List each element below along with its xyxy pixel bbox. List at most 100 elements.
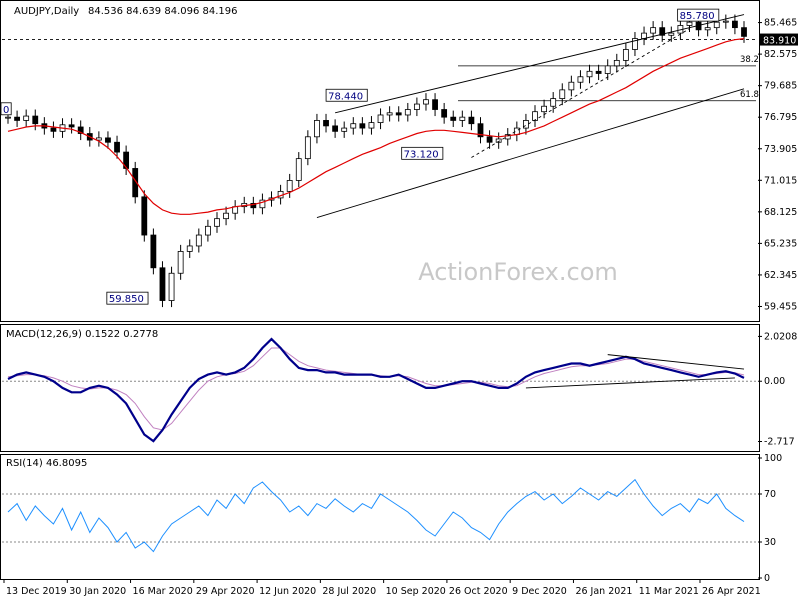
x-tick-label: 30 Jan 2020	[69, 586, 126, 597]
candle-body	[441, 109, 448, 118]
candle-body	[132, 168, 139, 198]
price-y-tick-label: 79.685	[764, 81, 797, 92]
candle-body	[223, 212, 229, 220]
price-panel-frame	[0, 0, 760, 322]
x-tick-label: 26 Oct 2020	[449, 586, 508, 597]
moving-average-line	[7, 38, 745, 215]
price-y-tick-label: 85.465	[764, 18, 797, 29]
rsi-y-axis: 100 70 30 0	[758, 453, 782, 584]
candle-body	[186, 245, 193, 252]
candle-body	[332, 125, 339, 132]
price-annotation-box	[677, 8, 720, 22]
price-y-tick-label: 76.795	[764, 112, 797, 123]
candle-body	[632, 38, 638, 50]
candle-body	[177, 251, 184, 274]
fib-level-label: 38.2	[740, 55, 759, 65]
macd-y-tick-label: 0.00	[764, 376, 785, 387]
current-price-box	[760, 33, 798, 46]
candle-body	[195, 234, 202, 247]
channel-lower-line	[316, 88, 745, 219]
candle-body	[159, 267, 166, 301]
x-tick-label: 26 Jan 2021	[575, 586, 632, 597]
price-y-axis: 85.465 82.575 79.685 76.795 73.905 71.015 68.1…	[758, 18, 798, 312]
price-annotation-label: 85.780	[680, 11, 715, 22]
candle-body	[622, 49, 629, 61]
candle-body	[595, 70, 602, 74]
current-price-label: 83.910	[763, 36, 796, 47]
macd-y-axis: 2.0208 0.00 -2.717	[758, 331, 797, 448]
candle-body	[559, 89, 566, 99]
price-annotation-label: 73.120	[404, 149, 439, 160]
candle-body	[541, 105, 547, 113]
candle-body	[523, 120, 529, 129]
candle-body	[68, 124, 75, 128]
price-annotation-label: 0	[3, 105, 9, 116]
price-lines	[7, 14, 745, 219]
x-tick-label: 12 Jun 2020	[259, 586, 316, 597]
candle-body	[568, 81, 575, 91]
candle-body	[577, 76, 584, 83]
candle-body	[295, 158, 302, 181]
candle-body	[323, 120, 329, 127]
candle-body	[404, 109, 411, 116]
price-y-tick-label: 71.015	[764, 175, 797, 186]
macd-y-tick-label: -2.717	[764, 437, 795, 448]
price-y-tick-label: 62.345	[764, 270, 797, 281]
candle-body	[23, 115, 30, 121]
candle-body	[114, 141, 120, 153]
price-annotation-label: 59.850	[109, 294, 144, 305]
rsi-y-tick-label: 0	[764, 573, 770, 584]
price-annotation-box	[401, 146, 444, 160]
rsi-y-tick-label: 70	[764, 489, 776, 500]
candle-body	[668, 32, 675, 36]
fib-level-label: 61.8	[740, 90, 759, 100]
candle-body	[105, 137, 111, 143]
candle-body	[586, 70, 593, 78]
candle-body	[477, 123, 484, 138]
price-annotation-box	[0, 102, 12, 116]
candle-body	[368, 122, 375, 129]
x-tick-label: 26 Apr 2021	[702, 586, 761, 597]
price-y-tick-label: 73.905	[764, 144, 797, 155]
rsi-y-tick-label: 100	[764, 453, 782, 464]
channel-upper-line	[335, 14, 745, 114]
candle-body	[259, 199, 266, 209]
candle-body	[423, 99, 429, 105]
macd-line	[7, 337, 745, 443]
candle-body	[686, 21, 693, 26]
candle-body	[722, 20, 729, 23]
candle-body	[741, 27, 747, 37]
rsi-header: RSI(14) 46.8095	[6, 458, 87, 469]
candle-body	[486, 136, 493, 143]
candle-body	[713, 21, 720, 29]
price-y-tick-label: 65.235	[764, 238, 797, 249]
x-tick-label: 10 Sep 2020	[386, 586, 446, 597]
candle-body	[32, 115, 39, 125]
candle-body	[413, 103, 420, 110]
candle-body	[214, 218, 220, 227]
candle-body	[395, 112, 402, 116]
rsi-panel-frame	[0, 454, 760, 580]
price-header-ohlc: 84.536 84.639 84.096 84.196	[88, 6, 238, 17]
candle-body	[550, 98, 557, 107]
candle-body	[168, 272, 175, 301]
price-candles	[5, 14, 747, 308]
macd-trend-upper	[607, 354, 745, 370]
x-axis: 13 Dec 2019 30 Jan 2020 16 Mar 2020 29 Apr …	[3, 579, 761, 597]
rsi-plot	[2, 478, 758, 553]
candle-body	[341, 127, 348, 132]
rsi-line	[7, 478, 745, 553]
candle-body	[150, 234, 157, 269]
x-tick-label: 28 Jul 2020	[322, 586, 376, 597]
candle-body	[386, 112, 393, 116]
candle-body	[459, 116, 466, 121]
price-y-tick-label: 59.455	[764, 301, 797, 312]
macd-plot	[2, 337, 758, 443]
candle-body	[450, 116, 457, 121]
candle-body	[732, 20, 738, 29]
price-y-tick-label: 68.125	[764, 207, 797, 218]
candle-body	[704, 27, 711, 31]
candle-body	[350, 123, 357, 129]
x-tick-label: 13 Dec 2019	[6, 586, 67, 597]
